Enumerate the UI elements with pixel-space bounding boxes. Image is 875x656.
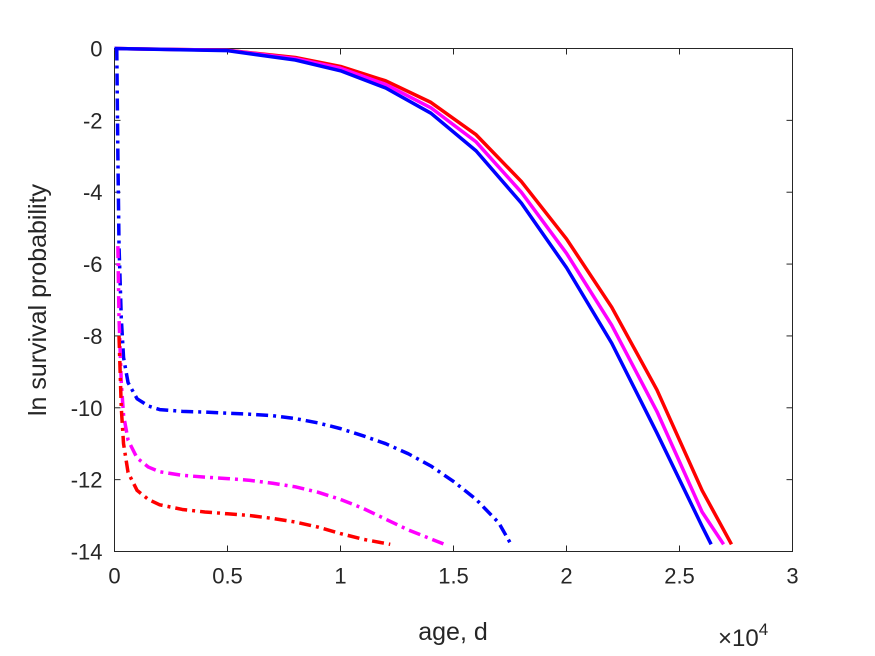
x-axis-multiplier-exponent: 4 xyxy=(759,620,768,639)
y-tick-label: -2 xyxy=(83,108,103,133)
y-tick-label: -4 xyxy=(83,180,103,205)
x-axis-label: age, d xyxy=(418,618,488,646)
series-line-solid-3 xyxy=(114,46,713,546)
y-tick-label: -14 xyxy=(71,540,103,565)
series-line-dashdot-4 xyxy=(115,48,512,544)
series-layer xyxy=(114,46,734,547)
x-tick-labels: 0 0.5 1 1.5 2 2.5 3 xyxy=(108,564,798,589)
y-tick-label: -10 xyxy=(71,396,103,421)
x-tick-label: 2 xyxy=(560,564,572,589)
x-tick-label: 0.5 xyxy=(212,564,243,589)
y-tick-labels: 0 -2 -4 -6 -8 -10 -12 -14 xyxy=(71,37,103,565)
x-axis-multiplier: ×104 xyxy=(718,620,768,652)
x-axis-multiplier-base: ×10 xyxy=(718,625,759,652)
y-tick-label: -12 xyxy=(71,468,103,493)
series-line-dashdot-6 xyxy=(117,335,391,547)
y-tick-label: 0 xyxy=(90,37,102,62)
series-line-dashdot-5 xyxy=(116,246,446,546)
y-tick-label: -8 xyxy=(83,324,103,349)
x-tick-label: 1 xyxy=(334,564,346,589)
x-tick-label: 2.5 xyxy=(664,564,695,589)
x-tick-label: 0 xyxy=(108,564,120,589)
y-tick-label: -6 xyxy=(83,252,103,277)
y-axis-label: ln survival probability xyxy=(24,183,52,416)
x-tick-label: 1.5 xyxy=(438,564,469,589)
x-tick-label: 3 xyxy=(786,564,798,589)
